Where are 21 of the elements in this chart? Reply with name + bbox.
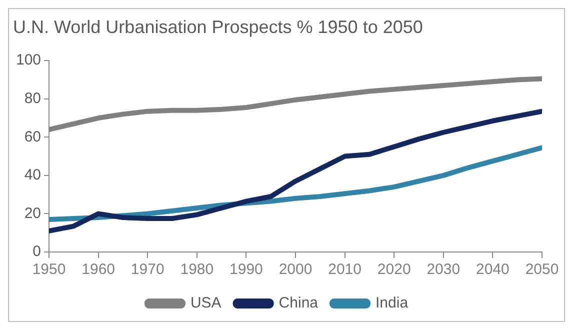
x-tick-label: 1980	[180, 261, 214, 278]
x-tick-label: 1990	[230, 261, 263, 278]
x-tick-label: 1970	[130, 261, 164, 278]
x-tick-label: 2050	[525, 261, 559, 278]
x-tick-label: 1960	[82, 261, 116, 278]
chart-title: U.N. World Urbanisation Prospects % 1950 to 2050	[13, 16, 423, 37]
y-tick-label: 20	[24, 204, 42, 222]
y-tick-label: 40	[24, 166, 42, 184]
x-tick-label: 2030	[426, 261, 460, 278]
x-tick-label: 2020	[377, 261, 411, 278]
legend-label: USA	[190, 294, 222, 312]
x-tick-label: 2040	[476, 261, 510, 278]
legend-label: China	[278, 294, 319, 312]
x-tick-label: 2000	[278, 261, 312, 278]
y-tick-label: 0	[32, 243, 42, 260]
legend-label: India	[376, 294, 409, 312]
x-tick-label: 1950	[32, 261, 66, 278]
y-tick-label: 80	[24, 90, 42, 108]
x-tick-label: 2010	[328, 261, 362, 278]
y-tick-label: 100	[16, 52, 42, 69]
y-tick-label: 60	[24, 128, 42, 146]
